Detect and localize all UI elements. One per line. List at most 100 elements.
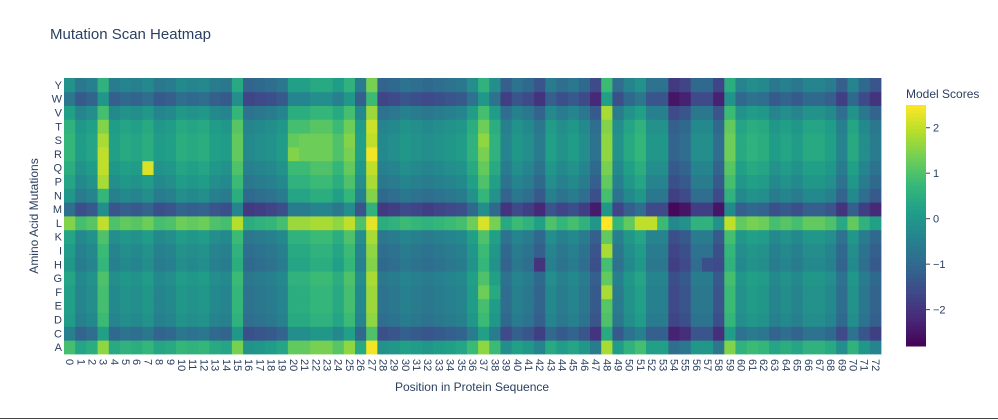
- x-tick-label: 38: [488, 359, 500, 371]
- heatmap-cell: [433, 91, 445, 106]
- heatmap-cell: [399, 174, 412, 189]
- heatmap-cell: [590, 174, 602, 189]
- heatmap-cell: [231, 91, 244, 106]
- heatmap-cell: [254, 119, 266, 134]
- colorbar-band: [906, 153, 926, 158]
- heatmap-cell: [567, 105, 580, 120]
- heatmap-cell: [410, 285, 423, 300]
- heatmap-cell: [802, 133, 815, 148]
- heatmap-cell: [64, 188, 76, 203]
- heatmap-cell: [735, 216, 748, 231]
- heatmap-cell: [153, 160, 166, 175]
- heatmap-cell: [858, 147, 871, 162]
- heatmap-cell: [590, 105, 602, 120]
- heatmap-cell: [701, 229, 714, 244]
- heatmap-cell: [612, 298, 624, 313]
- heatmap-cell: [578, 326, 591, 341]
- heatmap-cell: [634, 160, 647, 175]
- heatmap-cell: [791, 312, 804, 327]
- colorbar-band: [906, 181, 926, 186]
- heatmap-cell: [243, 119, 255, 134]
- heatmap-cell: [601, 298, 613, 313]
- heatmap-cell: [209, 243, 222, 258]
- heatmap-cell: [858, 271, 871, 286]
- heatmap-cell: [108, 91, 121, 106]
- heatmap-cell: [64, 119, 76, 134]
- heatmap-cell: [254, 312, 266, 327]
- x-tick-label: 1: [74, 359, 86, 365]
- heatmap-cell: [455, 133, 468, 148]
- heatmap-cell: [153, 188, 166, 203]
- heatmap-cell: [735, 174, 748, 189]
- heatmap-cell: [198, 229, 210, 244]
- heatmap-cell: [354, 147, 367, 162]
- heatmap-cell: [713, 257, 725, 272]
- heatmap-cell: [825, 340, 837, 355]
- colorbar-band: [906, 113, 926, 118]
- heatmap-cell: [522, 105, 535, 120]
- heatmap-cell: [64, 298, 76, 313]
- heatmap-cell: [265, 119, 278, 134]
- heatmap-cell: [567, 119, 580, 134]
- heatmap-cell: [645, 119, 658, 134]
- heatmap-cell: [64, 285, 76, 300]
- heatmap-cell: [97, 298, 110, 313]
- heatmap-cell: [578, 271, 591, 286]
- heatmap-cell: [131, 119, 143, 134]
- heatmap-cell: [410, 91, 423, 106]
- colorbar-band: [906, 309, 926, 315]
- heatmap-cell: [366, 147, 378, 162]
- heatmap-cell: [500, 91, 513, 106]
- heatmap-cell: [478, 78, 490, 93]
- heatmap-cell: [757, 271, 770, 286]
- heatmap-cell: [354, 160, 367, 175]
- heatmap-cell: [802, 216, 815, 231]
- heatmap-cell: [321, 312, 334, 327]
- heatmap-cell: [142, 271, 154, 286]
- heatmap-cell: [153, 229, 166, 244]
- heatmap-cell: [534, 160, 546, 175]
- heatmap-cell: [220, 229, 233, 244]
- heatmap-cell: [567, 216, 580, 231]
- heatmap-cell: [690, 285, 703, 300]
- heatmap-cell: [254, 105, 266, 120]
- heatmap-cell: [813, 312, 826, 327]
- heatmap-cell: [433, 216, 445, 231]
- heatmap-cell: [590, 257, 602, 272]
- heatmap-cell: [86, 174, 98, 189]
- x-tick-label: 54: [667, 359, 679, 371]
- heatmap-cell: [802, 160, 815, 175]
- heatmap-cell: [366, 202, 378, 217]
- heatmap-cell: [780, 243, 792, 258]
- heatmap-cell: [108, 105, 121, 120]
- heatmap-cell: [634, 243, 647, 258]
- heatmap-cell: [142, 298, 154, 313]
- heatmap-cell: [679, 257, 692, 272]
- heatmap-cell: [343, 147, 356, 162]
- heatmap-cell: [735, 271, 748, 286]
- heatmap-cell: [220, 312, 233, 327]
- heatmap-cell: [634, 229, 647, 244]
- heatmap-cell: [601, 202, 613, 217]
- y-tick-label: K: [55, 232, 63, 244]
- heatmap-cell: [86, 119, 98, 134]
- heatmap-cell: [836, 229, 848, 244]
- heatmap-cell: [645, 105, 658, 120]
- heatmap-cell: [287, 243, 300, 258]
- heatmap-cell: [287, 326, 300, 341]
- heatmap-cell: [410, 188, 423, 203]
- heatmap-cell: [142, 105, 154, 120]
- x-tick-label: 66: [802, 359, 814, 371]
- heatmap-cell: [399, 257, 412, 272]
- heatmap-cell: [422, 202, 434, 217]
- heatmap-cell: [567, 285, 580, 300]
- heatmap-cell: [735, 326, 748, 341]
- heatmap-cell: [545, 312, 557, 327]
- heatmap-cell: [310, 340, 322, 355]
- heatmap-cell: [556, 298, 569, 313]
- heatmap-cell: [813, 174, 826, 189]
- heatmap-cell: [657, 298, 669, 313]
- heatmap-cell: [679, 119, 692, 134]
- colorbar-band: [906, 125, 926, 130]
- heatmap-cell: [825, 119, 837, 134]
